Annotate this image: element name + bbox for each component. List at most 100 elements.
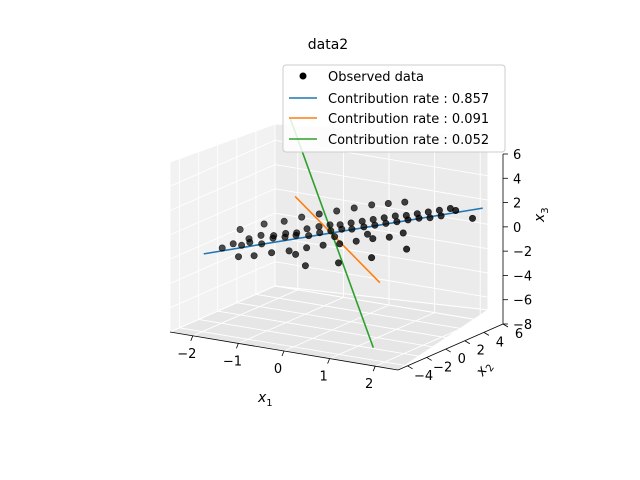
z-axis-label: x3 (532, 207, 551, 223)
y-tick-mark-1 (426, 357, 432, 361)
scatter-point-1 (260, 220, 268, 228)
scatter-point-12 (333, 207, 341, 215)
scatter-point-35 (285, 247, 293, 255)
legend-label-pc3: Contribution rate : 0.052 (328, 133, 489, 148)
scatter-point-25 (305, 232, 313, 240)
grid-line-z-4 (169, 212, 504, 260)
scatter-point-48 (336, 240, 344, 248)
scatter-point-50 (382, 219, 390, 227)
scatter-point-23 (293, 229, 301, 237)
x-tick-mark-1 (236, 343, 239, 349)
x-tick-label-3: 1 (319, 370, 327, 385)
grid-layer (169, 115, 504, 367)
grid-line-z-6 (169, 261, 504, 309)
scatter-point-10 (315, 210, 323, 218)
scatter-point-45 (391, 212, 399, 220)
z-tick-label-5: −4 (513, 269, 532, 284)
scatter-point-19 (282, 230, 290, 238)
scatter-point-27 (331, 233, 339, 241)
legend-frame (282, 64, 506, 153)
data-layer (203, 118, 483, 348)
grid-line-z-7 (169, 285, 504, 333)
y-tick-mark-2 (445, 348, 451, 353)
scatter-point-5 (298, 213, 306, 221)
scatter-point-68 (452, 207, 460, 215)
scatter-point-59 (415, 214, 423, 222)
x-tick-label-4: 2 (365, 377, 373, 392)
scatter-point-56 (404, 216, 412, 224)
scatter-point-30 (316, 229, 324, 237)
z-tick-label-2: 2 (513, 197, 521, 212)
x-tick-mark-0 (190, 335, 194, 341)
legend-label-pc2: Contribution rate : 0.091 (328, 112, 489, 127)
scatter-point-26 (384, 200, 392, 208)
scatter-point-32 (268, 249, 276, 257)
scatter-point-47 (363, 230, 371, 238)
scatter-point-60 (334, 259, 342, 267)
x-tick-mark-2 (281, 350, 285, 357)
x-tick-label-0: −2 (177, 347, 196, 362)
scatter-point-6 (238, 241, 246, 249)
z-tick-label-3: 0 (513, 221, 521, 236)
y-tick-mark-3 (464, 340, 471, 345)
scatter-point-33 (347, 219, 355, 227)
grid-line-z-2 (169, 164, 504, 211)
scatter-point-40 (303, 244, 311, 252)
y-tick-mark-0 (407, 365, 413, 370)
scatter-point-46 (371, 221, 379, 229)
legend-label-pc1: Contribution rate : 0.857 (328, 92, 489, 107)
x-tick-mark-4 (372, 366, 376, 372)
scatter-point-0 (236, 226, 244, 234)
scatter-point-18 (303, 225, 311, 233)
z-tick-label-1: 4 (513, 172, 521, 187)
chart-title: data2 (308, 37, 348, 53)
y-tick-label-5: 6 (515, 327, 523, 342)
scatter-point-37 (292, 250, 300, 258)
y-tick-mark-4 (483, 332, 490, 336)
scatter-point-63 (399, 229, 407, 237)
scatter-point-65 (437, 212, 445, 220)
scatter-point-13 (246, 238, 254, 246)
scatter-point-24 (326, 221, 334, 229)
scatter-point-16 (350, 204, 358, 212)
y-tick-label-2: 0 (458, 352, 466, 367)
scatter-point-22 (235, 253, 243, 261)
scatter-point-66 (468, 214, 476, 222)
scatter-point-2 (280, 217, 288, 225)
x-tick-label-1: −1 (223, 354, 242, 369)
x-tick-mark-3 (327, 358, 330, 364)
scatter-point-7 (257, 231, 265, 239)
z-tick-label-4: −2 (513, 245, 532, 260)
scatter-point-31 (401, 198, 409, 206)
scatter-point-15 (258, 240, 266, 248)
legend: Observed data Contribution rate : 0.857 … (282, 64, 506, 153)
scatter-point-17 (270, 232, 278, 240)
scatter-point-38 (338, 225, 346, 233)
scatter-point-28 (250, 252, 258, 260)
scatter-point-67 (368, 254, 376, 262)
scatter-point-57 (369, 235, 377, 243)
scatter-point-20 (315, 223, 323, 231)
y-tick-label-3: 2 (477, 344, 485, 359)
scatter-point-39 (369, 216, 377, 224)
z-tick-label-7: −8 (513, 318, 532, 333)
scatter-point-41 (348, 225, 356, 233)
y-tick-label-0: −4 (414, 369, 433, 384)
scatter-point-64 (385, 233, 393, 241)
scatter-point-55 (424, 208, 432, 216)
x-axis-label: x1 (257, 390, 273, 409)
x-tick-label-2: 0 (274, 362, 282, 377)
scatter-point-43 (360, 223, 368, 231)
scatter-point-34 (327, 227, 335, 235)
y-axis-line (397, 323, 504, 371)
legend-label-observed: Observed data (328, 70, 424, 85)
pc-line-2 (294, 195, 381, 284)
y-tick-mark-5 (502, 323, 509, 328)
scatter-point-51 (301, 262, 309, 270)
y-tick-label-1: −2 (433, 360, 452, 375)
z-tick-label-6: −6 (513, 294, 532, 309)
grid-line-z-1 (169, 139, 504, 187)
scatter-point-62 (426, 214, 434, 222)
